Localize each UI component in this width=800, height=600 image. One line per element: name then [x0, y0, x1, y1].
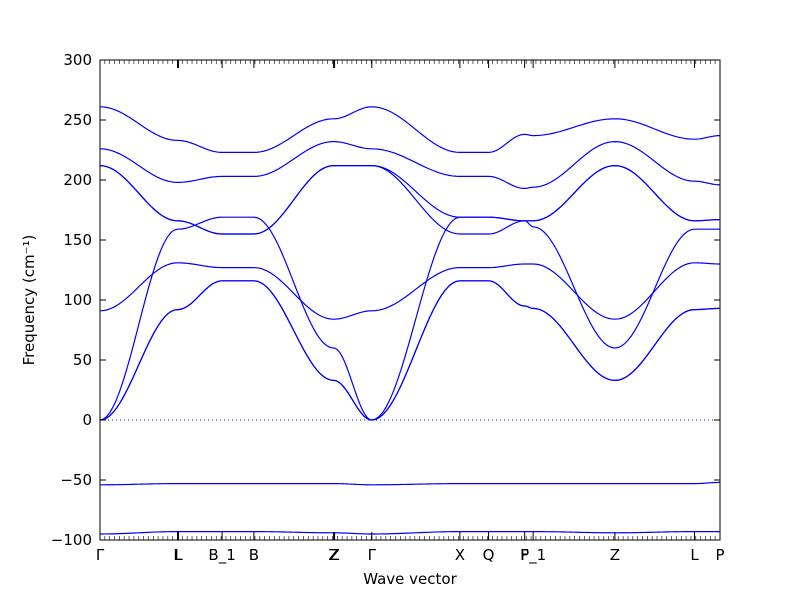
y-tick-label: 250	[63, 111, 92, 129]
x-tick-label: Γ	[96, 546, 105, 564]
y-tick-label: 300	[63, 51, 92, 69]
y-axis-ticks: −100 −50 0 50 100 150 200 250 300	[51, 51, 720, 549]
y-axis-label: Frequency (cm⁻¹)	[20, 235, 38, 366]
band-5	[100, 216, 720, 421]
y-tick-label: 0	[82, 411, 92, 429]
x-axis-ticks: Γ LL B_1 B ZZ Γ X Q FP_1 Z L P	[96, 60, 725, 565]
x-tick-label: P_1	[520, 546, 546, 565]
plot-frame	[99, 59, 721, 541]
y-tick-label: 150	[63, 231, 92, 249]
x-tick-label: L	[173, 546, 182, 564]
y-tick-label: 50	[73, 351, 92, 369]
x-tick-label: L	[174, 546, 183, 564]
y-tick-label: 100	[63, 291, 92, 309]
y-tick-label: −100	[51, 531, 92, 549]
band-1	[100, 106, 720, 153]
x-tick-label: X	[455, 546, 465, 564]
x-tick-label: Q	[483, 546, 495, 564]
band-2	[100, 140, 720, 190]
band-9	[100, 481, 720, 486]
y-tick-label: −50	[60, 471, 92, 489]
x-tick-label: Z	[328, 546, 338, 564]
band-6	[100, 262, 720, 320]
x-tick-label: B_1	[208, 546, 235, 565]
x-axis-label: Wave vector	[363, 570, 457, 588]
y-tick-label: 200	[63, 171, 92, 189]
band-8	[100, 280, 720, 421]
x-tick-label: B	[249, 546, 259, 564]
x-tick-label: L	[690, 546, 699, 564]
x-tick-label: P	[715, 546, 724, 564]
x-tick-label: Z	[329, 546, 339, 564]
band-4	[100, 164, 720, 235]
x-tick-label: Z	[610, 546, 620, 564]
x-tick-label: F	[520, 546, 529, 564]
x-tick-label: Γ	[368, 546, 377, 564]
